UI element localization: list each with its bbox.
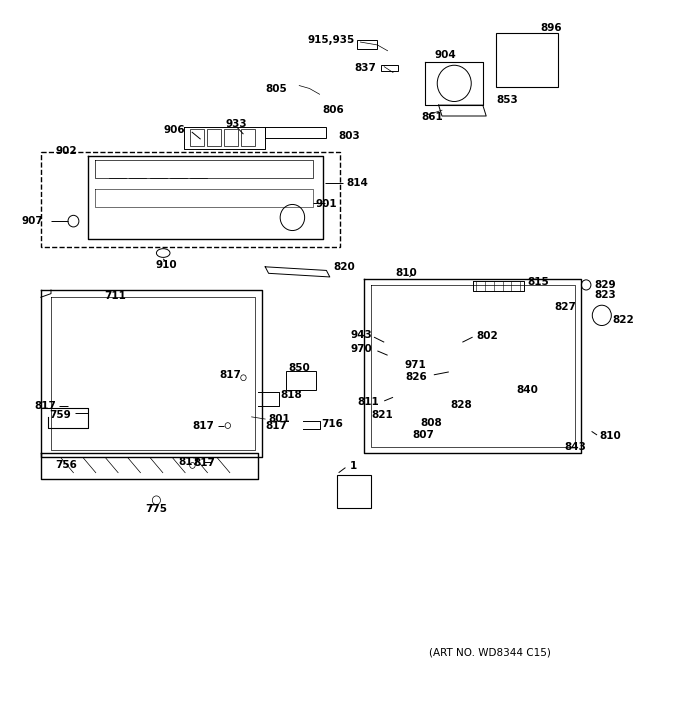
Text: 829: 829 <box>594 280 616 290</box>
Text: 906: 906 <box>163 125 185 135</box>
Text: 711: 711 <box>105 291 126 301</box>
Text: 817: 817 <box>192 420 214 431</box>
Text: 822: 822 <box>612 315 634 326</box>
Text: 837: 837 <box>354 63 376 73</box>
Text: 803: 803 <box>339 130 360 141</box>
Text: 808: 808 <box>420 418 442 428</box>
Text: 716: 716 <box>322 419 343 429</box>
Text: 915,935: 915,935 <box>308 35 355 45</box>
Text: 853: 853 <box>496 95 518 105</box>
Text: 896: 896 <box>541 22 562 33</box>
Text: 907: 907 <box>21 216 43 226</box>
Text: 861: 861 <box>422 112 443 123</box>
Text: 821: 821 <box>371 410 393 420</box>
Text: 850: 850 <box>288 362 310 373</box>
Text: 815: 815 <box>527 277 549 287</box>
Text: 810: 810 <box>600 431 622 442</box>
Text: 817: 817 <box>220 370 241 380</box>
Text: (ART NO. WD8344 C15): (ART NO. WD8344 C15) <box>428 647 551 658</box>
Text: 823: 823 <box>594 290 616 300</box>
Text: 814: 814 <box>347 178 369 188</box>
Text: 902: 902 <box>56 146 78 156</box>
Text: 811: 811 <box>358 397 379 407</box>
Text: 818: 818 <box>281 390 303 400</box>
Text: 807: 807 <box>412 430 434 440</box>
Text: 933: 933 <box>226 119 248 129</box>
Text: 805: 805 <box>265 84 287 94</box>
Text: 970: 970 <box>350 344 372 355</box>
Text: 775: 775 <box>146 504 167 514</box>
Text: 910: 910 <box>156 260 177 270</box>
Text: 904: 904 <box>435 50 456 60</box>
Text: 810: 810 <box>395 268 417 278</box>
Text: 901: 901 <box>316 199 337 210</box>
Text: 759: 759 <box>50 410 71 420</box>
Text: 843: 843 <box>564 442 586 452</box>
Text: 840: 840 <box>517 385 539 395</box>
Text: 817: 817 <box>179 457 201 467</box>
Text: 943: 943 <box>351 330 373 340</box>
Text: 817: 817 <box>34 401 56 411</box>
Text: 820: 820 <box>333 262 355 272</box>
Text: 828: 828 <box>451 400 473 410</box>
Text: 817: 817 <box>265 421 287 431</box>
Text: 971: 971 <box>405 360 426 370</box>
Text: 806: 806 <box>322 105 344 115</box>
Text: 817: 817 <box>194 457 216 468</box>
Text: 827: 827 <box>554 302 576 312</box>
Text: 1: 1 <box>350 461 357 471</box>
Text: 756: 756 <box>56 460 78 471</box>
Text: 801: 801 <box>269 414 290 424</box>
Text: 802: 802 <box>476 331 498 341</box>
Text: 826: 826 <box>405 372 427 382</box>
